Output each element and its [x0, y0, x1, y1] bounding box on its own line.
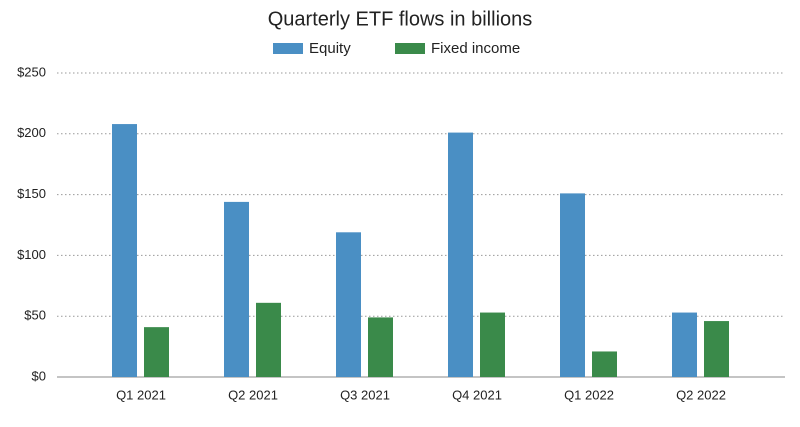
x-tick-label: Q2 2022 — [676, 387, 726, 402]
x-tick-label: Q1 2022 — [564, 387, 614, 402]
x-tick-label: Q4 2021 — [452, 387, 502, 402]
x-tick-label: Q2 2021 — [228, 387, 278, 402]
y-tick-label: $100 — [17, 247, 46, 262]
bar — [368, 317, 393, 377]
y-tick-label: $200 — [17, 125, 46, 140]
bar — [672, 312, 697, 377]
y-tick-label: $250 — [17, 64, 46, 79]
legend-swatch — [395, 43, 425, 54]
bar — [144, 327, 169, 377]
y-tick-label: $150 — [17, 186, 46, 201]
bar — [592, 351, 617, 377]
y-tick-label: $50 — [24, 308, 46, 323]
bar — [704, 321, 729, 377]
legend-label: Equity — [309, 40, 351, 57]
bar — [480, 312, 505, 377]
chart-title: Quarterly ETF flows in billions — [268, 8, 533, 30]
bar — [448, 132, 473, 377]
bar — [112, 124, 137, 378]
bar — [560, 193, 585, 377]
x-tick-label: Q1 2021 — [116, 387, 166, 402]
legend-swatch — [273, 43, 303, 54]
bar — [336, 232, 361, 377]
legend-label: Fixed income — [431, 40, 520, 57]
x-tick-label: Q3 2021 — [340, 387, 390, 402]
bar — [224, 201, 249, 377]
bar — [256, 302, 281, 377]
y-tick-label: $0 — [32, 368, 46, 383]
